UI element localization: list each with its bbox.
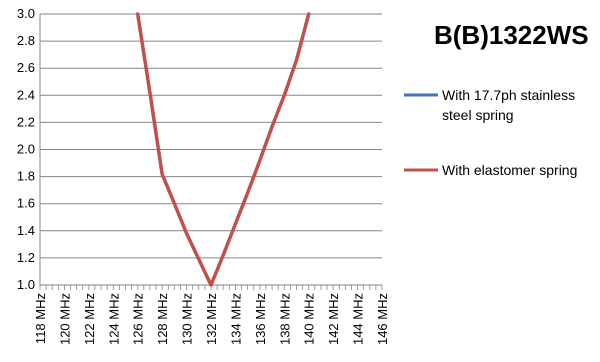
series-line-2 <box>135 12 311 287</box>
x-tick-label: 118 MHz <box>33 293 48 344</box>
y-tick-label: 1.0 <box>17 277 35 292</box>
y-tick-label: 1.4 <box>17 223 35 238</box>
x-tick-label: 146 MHz <box>375 293 390 345</box>
legend: With 17.7ph stainless steel spring With el… <box>404 87 577 178</box>
grid-lines <box>40 13 382 286</box>
y-tick-label: 1.2 <box>17 250 35 265</box>
y-tick-label: 2.2 <box>17 114 35 129</box>
x-tick-label: 124 MHz <box>106 293 121 345</box>
x-tick-label: 120 MHz <box>57 293 72 345</box>
x-tick-label: 136 MHz <box>253 293 268 345</box>
y-tick-label: 2.6 <box>17 60 35 75</box>
x-tick-label: 126 MHz <box>131 293 146 345</box>
x-tick-label: 144 MHz <box>351 293 366 345</box>
x-tick-label: 134 MHz <box>228 293 243 345</box>
x-tick-label: 130 MHz <box>180 293 195 345</box>
y-tick-label: 2.4 <box>17 87 35 102</box>
x-minor-ticks <box>39 285 383 290</box>
y-tick-label: 3.0 <box>17 6 35 21</box>
x-tick-label: 132 MHz <box>204 293 219 345</box>
x-tick-labels: 118 MHz 120 MHz 122 MHz 124 MHz 126 MHz 128 M… <box>33 293 390 345</box>
y-tick-label: 1.8 <box>17 169 35 184</box>
chart-title: B(B)1322WS <box>434 20 589 50</box>
y-tick-label: 1.6 <box>17 196 35 211</box>
y-tick-label: 2.0 <box>17 142 35 157</box>
x-tick-label: 122 MHz <box>82 293 97 345</box>
x-tick-label: 142 MHz <box>326 293 341 345</box>
legend-label: steel spring <box>442 107 514 123</box>
legend-label: With 17.7ph stainless <box>442 87 575 103</box>
y-tick-labels: 1.0 1.2 1.4 1.6 1.8 2.0 2.2 2.4 2.6 2.8 3.0 <box>17 6 35 292</box>
series-lines <box>135 12 311 287</box>
legend-label: With elastomer spring <box>442 162 577 178</box>
x-tick-label: 140 MHz <box>302 293 317 345</box>
x-tick-label: 128 MHz <box>155 293 170 345</box>
y-tick-label: 2.8 <box>17 33 35 48</box>
x-tick-label: 138 MHz <box>277 293 292 345</box>
